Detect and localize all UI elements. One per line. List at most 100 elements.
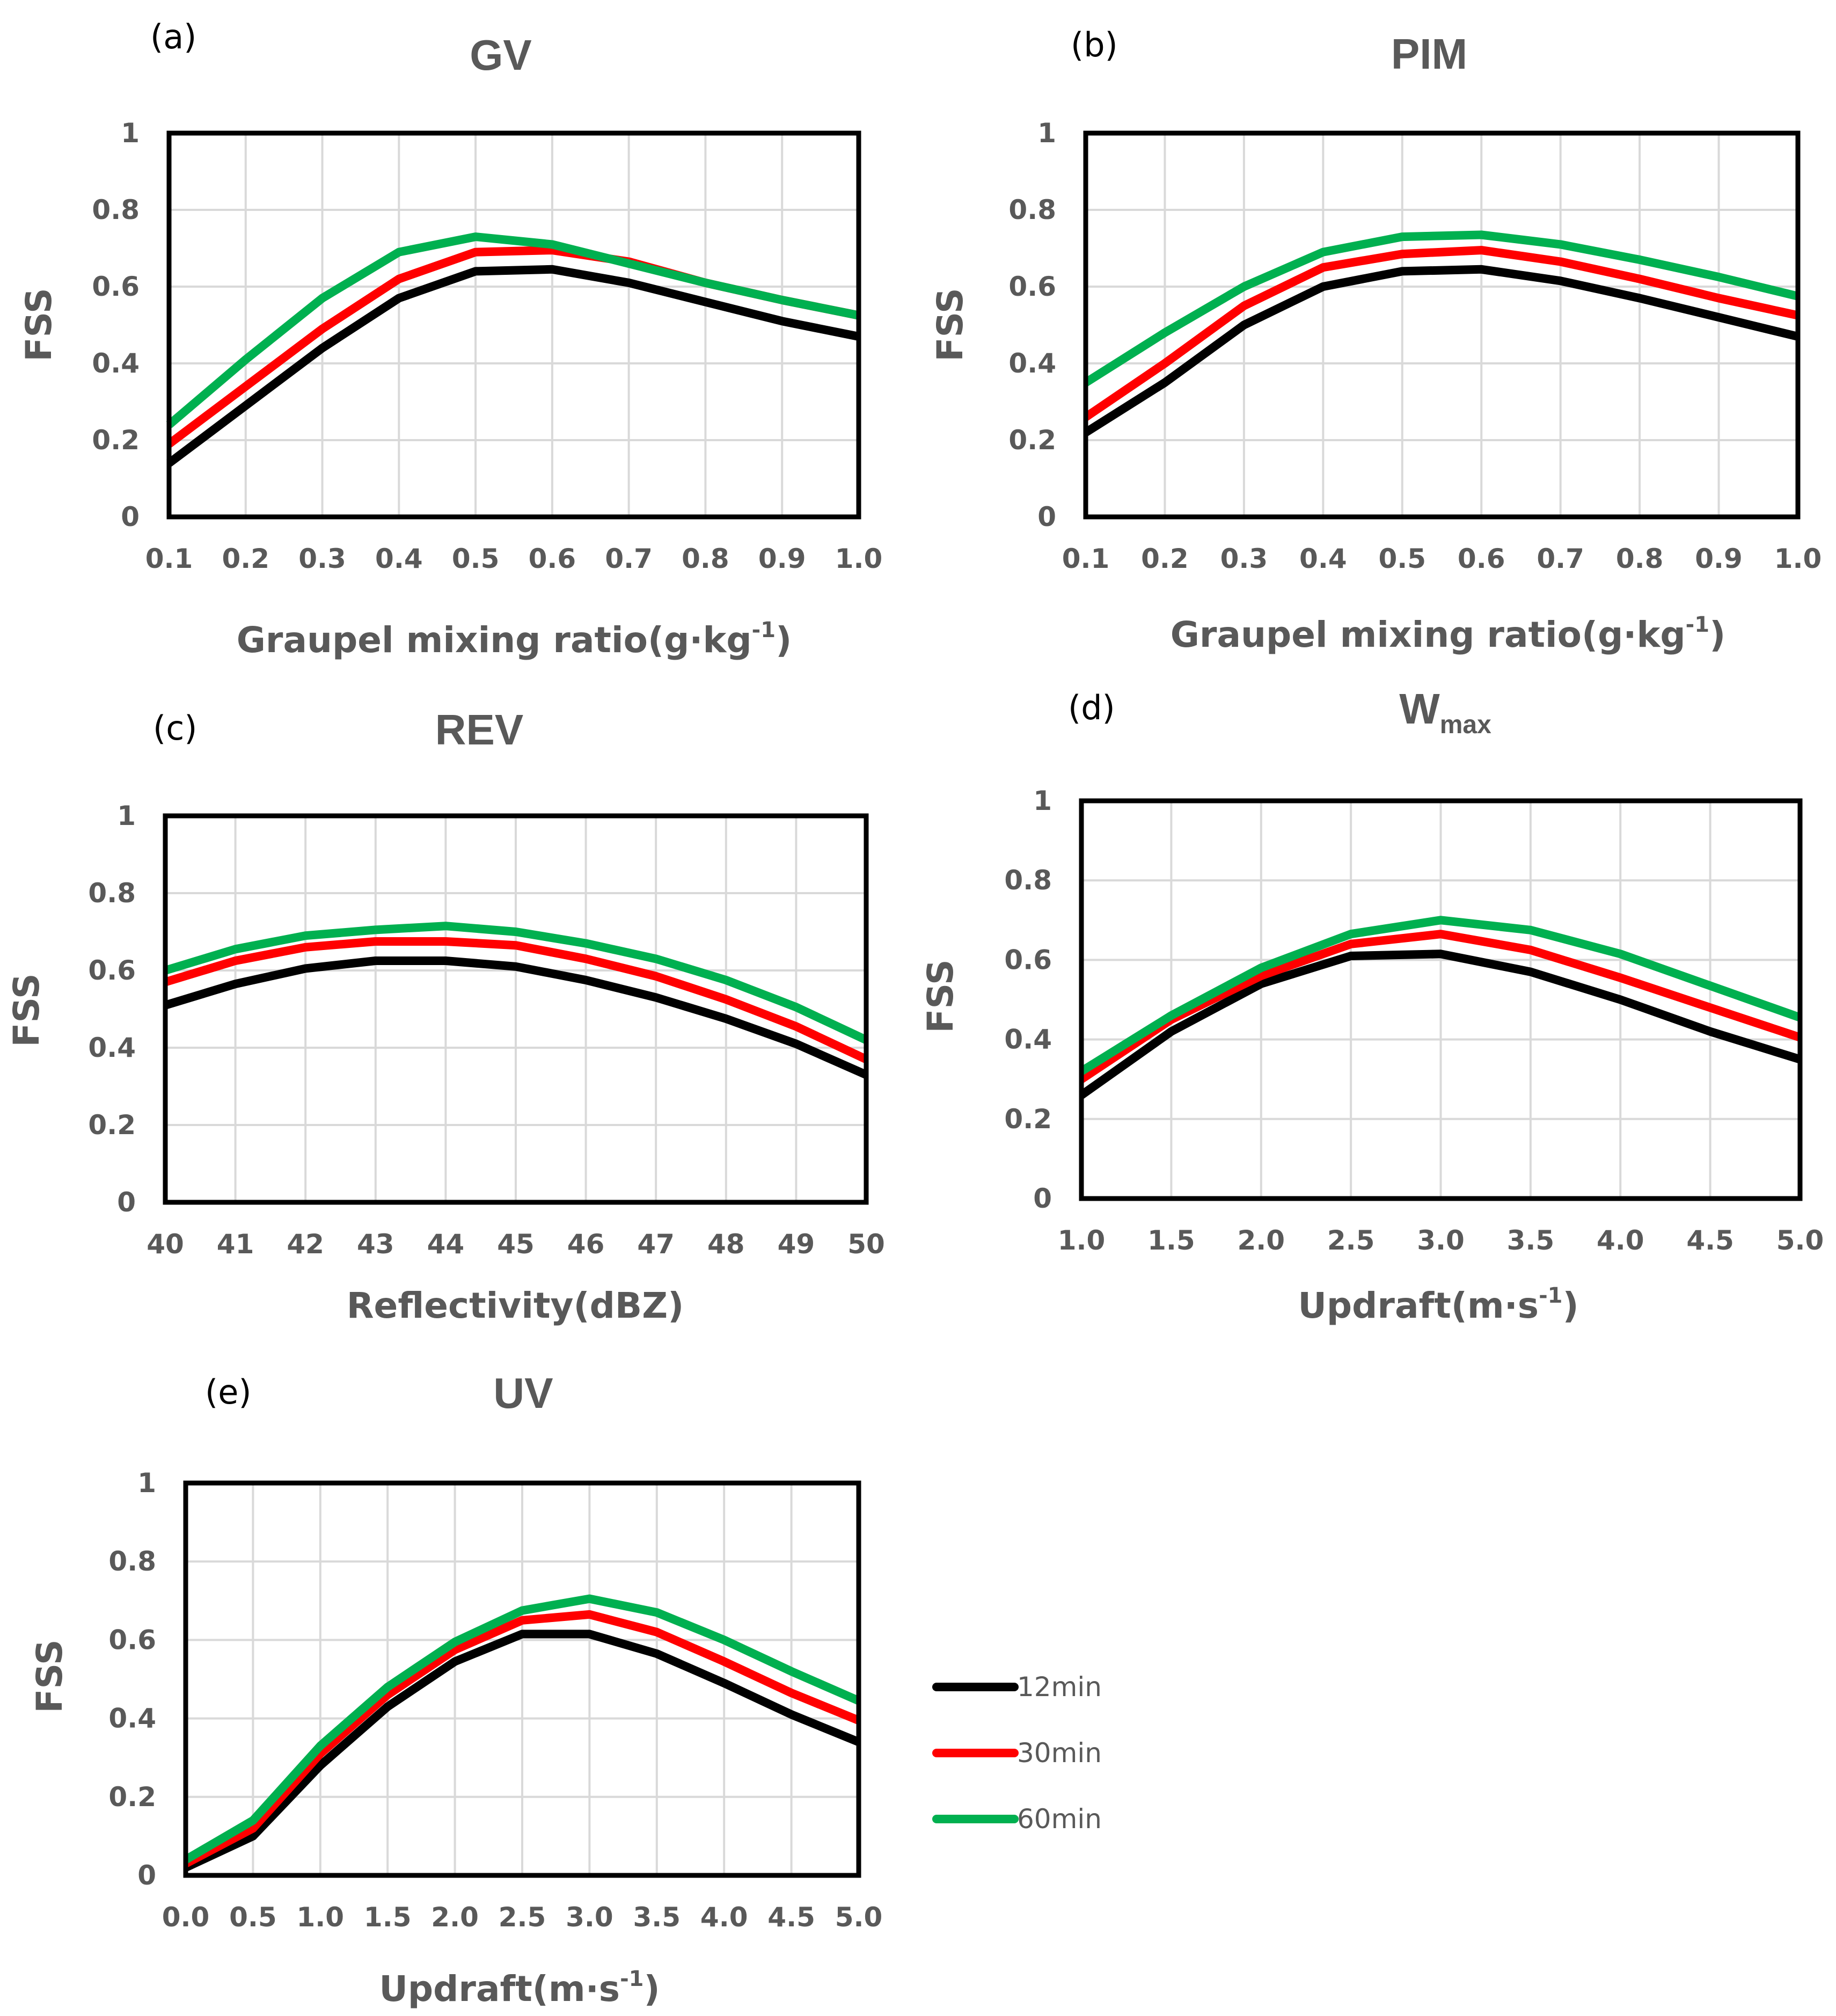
chart-title: REV bbox=[435, 706, 524, 754]
x-tick-label: 0.2 bbox=[222, 543, 269, 574]
x-tick-label: 4.5 bbox=[1686, 1225, 1734, 1256]
x-tick-label: 4.0 bbox=[700, 1902, 748, 1933]
x-tick-label: 42 bbox=[287, 1229, 324, 1260]
x-tick-label: 0.7 bbox=[605, 543, 653, 574]
y-tick-label: 0.4 bbox=[108, 1703, 156, 1734]
x-tick-label: 0.2 bbox=[1141, 543, 1189, 574]
x-tick-label: 0.8 bbox=[1616, 543, 1664, 574]
series-line-30min bbox=[164, 937, 868, 1063]
x-tick-label: 0.0 bbox=[162, 1902, 210, 1933]
y-tick-label: 1 bbox=[1033, 785, 1052, 816]
y-tick-label: 0.2 bbox=[1008, 425, 1056, 456]
legend-item-30min: 30min bbox=[932, 1737, 1102, 1769]
y-tick-label: 0.4 bbox=[1008, 348, 1056, 379]
y-tick-label: 0.6 bbox=[1004, 944, 1052, 975]
x-tick-label: 2.0 bbox=[1237, 1225, 1285, 1256]
series-line-60min bbox=[183, 1594, 861, 1864]
x-axis-title: Graupel mixing ratio(g·kg-1) bbox=[1171, 612, 1725, 655]
y-tick-label: 0.2 bbox=[108, 1781, 156, 1813]
x-tick-label: 0.4 bbox=[375, 543, 423, 574]
series-line-12min bbox=[184, 1630, 861, 1872]
series-line-60min bbox=[1083, 230, 1799, 386]
legend: 12min 30min 60min bbox=[932, 1671, 1102, 1835]
x-tick-label: 47 bbox=[637, 1229, 675, 1260]
plot-frame bbox=[1083, 130, 1801, 520]
y-tick-label: 1 bbox=[137, 1467, 156, 1499]
x-axis-title-text: Updraft(m·s bbox=[379, 1968, 620, 2010]
x-axis-title-end: ) bbox=[1563, 1285, 1579, 1326]
x-axis-title-end: ) bbox=[1709, 614, 1725, 655]
series-line-30min bbox=[184, 1610, 861, 1868]
y-axis-title: FSS bbox=[930, 288, 971, 361]
x-tick-label: 0.3 bbox=[1220, 543, 1268, 574]
x-tick-label: 1.0 bbox=[297, 1902, 345, 1933]
x-tick-label: 1.5 bbox=[1147, 1225, 1195, 1256]
legend-item-60min: 60min bbox=[932, 1803, 1102, 1835]
y-tick-label: 1 bbox=[117, 800, 136, 831]
chart-panel-3: 0 0.2 0.4 0.6 0.8 1 40 41 42 43 44 45 46 47 48 49 50 (c) R… bbox=[6, 706, 885, 1326]
x-tick-label: 3.5 bbox=[633, 1902, 681, 1933]
x-tick-label: 0.6 bbox=[1458, 543, 1505, 574]
y-tick-label: 0 bbox=[137, 1860, 156, 1891]
x-tick-label: 0.5 bbox=[229, 1902, 277, 1933]
plot-frame bbox=[166, 130, 861, 520]
x-tick-label: 2.0 bbox=[431, 1902, 479, 1933]
x-tick-label: 4.5 bbox=[767, 1902, 815, 1933]
chart-title-subscript: max bbox=[1440, 711, 1491, 739]
x-tick-label: 2.5 bbox=[499, 1902, 546, 1933]
y-tick-label: 0.6 bbox=[108, 1624, 156, 1655]
chart-title: GV bbox=[470, 31, 532, 79]
series-line-30min bbox=[1079, 930, 1802, 1083]
series-line-12min bbox=[1079, 949, 1802, 1099]
x-tick-label: 4.0 bbox=[1597, 1225, 1644, 1256]
plot-frame bbox=[183, 1480, 861, 1878]
chart-title: UV bbox=[493, 1369, 553, 1417]
panel-label: (c) bbox=[153, 708, 197, 748]
x-tick-label: 1.5 bbox=[364, 1902, 412, 1933]
series-line-12min bbox=[1083, 265, 1799, 436]
legend-item-12min: 12min bbox=[932, 1671, 1102, 1703]
x-tick-label: 0.5 bbox=[452, 543, 500, 574]
x-axis-title-text: Updraft(m·s bbox=[1298, 1285, 1539, 1326]
series-line-30min bbox=[166, 246, 860, 448]
x-tick-label: 0.9 bbox=[1695, 543, 1743, 574]
legend-label: 60min bbox=[1017, 1803, 1102, 1835]
chart-panel-4: 0 0.2 0.4 0.6 0.8 1 1.0 1.5 2.0 2.5 3.0 3.5 4.0 4.5 5.… bbox=[920, 685, 1824, 1326]
y-tick-label: 0.6 bbox=[92, 271, 140, 302]
x-tick-label: 0.9 bbox=[758, 543, 806, 574]
x-tick-label: 43 bbox=[357, 1229, 394, 1260]
x-tick-label: 0.5 bbox=[1378, 543, 1426, 574]
x-tick-label: 1.0 bbox=[835, 543, 883, 574]
x-tick-label: 3.5 bbox=[1507, 1225, 1555, 1256]
y-tick-label: 0 bbox=[1037, 501, 1056, 532]
chart-title: PIM bbox=[1391, 30, 1467, 78]
chart-panel-2: 0 0.2 0.4 0.6 0.8 1 0.1 0.2 0.3 0.4 0.5 0.6 0.7 0.8 0.… bbox=[930, 25, 1822, 655]
y-tick-label: 0.2 bbox=[1004, 1104, 1052, 1135]
y-tick-label: 0.2 bbox=[92, 425, 140, 456]
series-line-12min bbox=[164, 956, 868, 1079]
y-tick-label: 0 bbox=[121, 501, 140, 532]
x-axis-title: Reflectivity(dBZ) bbox=[347, 1285, 684, 1326]
y-tick-label: 1 bbox=[121, 118, 140, 149]
x-tick-label: 1.0 bbox=[1774, 543, 1822, 574]
x-axis-title-text: Reflectivity(dBZ) bbox=[347, 1285, 684, 1326]
x-axis-title: Updraft(m·s-1) bbox=[1298, 1283, 1578, 1326]
x-tick-label: 48 bbox=[707, 1229, 745, 1260]
y-tick-label: 0.8 bbox=[88, 878, 136, 909]
x-axis-title-superscript: -1 bbox=[1539, 1283, 1562, 1308]
x-tick-label: 0.8 bbox=[682, 543, 729, 574]
x-axis-title-end: ) bbox=[644, 1968, 660, 2010]
y-tick-label: 0.8 bbox=[92, 194, 140, 225]
series-line-60min bbox=[166, 232, 860, 428]
x-axis-title-text: Graupel mixing ratio(g·kg bbox=[1171, 614, 1686, 655]
x-tick-label: 2.5 bbox=[1327, 1225, 1375, 1256]
y-tick-label: 0.8 bbox=[1008, 194, 1056, 225]
y-tick-label: 0.8 bbox=[108, 1546, 156, 1577]
panel-label: (d) bbox=[1068, 688, 1115, 727]
x-tick-label: 49 bbox=[778, 1229, 815, 1260]
y-tick-label: 0.4 bbox=[88, 1032, 136, 1063]
chart-panel-1: 0 0.2 0.4 0.6 0.8 1 0.1 0.2 0.3 0.4 0.5 0.6 0.7 0.8 0.… bbox=[18, 17, 882, 661]
x-axis-title: Updraft(m·s-1) bbox=[379, 1967, 660, 2010]
y-tick-label: 0 bbox=[1033, 1183, 1052, 1214]
series-line-60min bbox=[1079, 916, 1802, 1075]
